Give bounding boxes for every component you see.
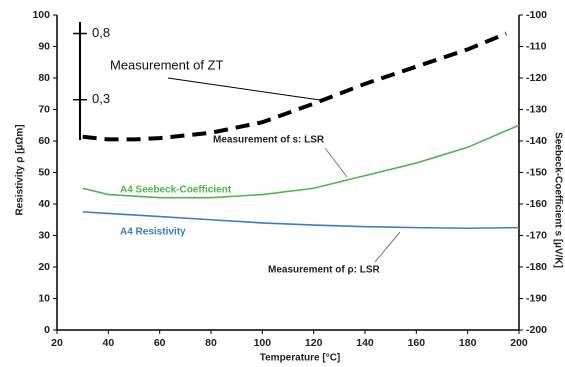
series-label: A4 Seebeck-Coefficient	[120, 185, 232, 196]
y-tick-label: 90	[38, 40, 50, 52]
y3-tick-label: 0,8	[92, 25, 110, 40]
y-tick-label: 30	[38, 229, 50, 241]
y-tick-label: 50	[38, 166, 50, 178]
y2-tick-label: -130	[526, 103, 547, 115]
x-tick-label: 100	[254, 337, 272, 349]
y2-tick-label: -140	[526, 135, 547, 147]
y-tick-label: 10	[38, 292, 50, 304]
y-axis-label: Resistivity ρ [µΩm]	[15, 124, 26, 215]
series-label: A4 Resistivity	[120, 227, 186, 238]
annotation: Measurement of ZT	[110, 57, 223, 72]
x-tick-label: 140	[356, 337, 374, 349]
y-tick-label: 60	[38, 135, 50, 147]
y2-tick-label: -120	[526, 72, 547, 84]
y2-tick-label: -200	[526, 324, 547, 336]
annotation: Measurement of s: LSR	[213, 135, 325, 146]
annotation-leader	[324, 147, 348, 178]
x-tick-label: 80	[205, 337, 217, 349]
annotation-leader	[374, 231, 401, 263]
y-tick-label: 100	[32, 9, 50, 21]
series-line	[82, 124, 520, 199]
x-tick-label: 120	[305, 337, 323, 349]
y2-tick-label: -160	[526, 198, 547, 210]
y3-tick-label: 0,3	[92, 91, 110, 106]
y2-tick-label: -110	[526, 40, 547, 52]
y-tick-label: 20	[38, 261, 50, 273]
y2-tick-label: -150	[526, 166, 547, 178]
x-tick-label: 20	[51, 337, 63, 349]
x-axis-label: Temperature [°C]	[260, 353, 341, 364]
series-line	[82, 211, 520, 230]
y2-tick-label: -180	[526, 261, 547, 273]
annotation: Measurement of ρ: LSR	[268, 265, 381, 276]
x-tick-label: 160	[408, 337, 426, 349]
y-tick-label: 40	[38, 198, 50, 210]
y-tick-label: 0	[44, 324, 50, 336]
x-tick-label: 180	[459, 337, 477, 349]
y-tick-label: 70	[38, 103, 50, 115]
annotation-leader	[167, 77, 321, 101]
y2-tick-label: -170	[526, 229, 547, 241]
zt-line	[82, 31, 507, 142]
y2-tick-label: -190	[526, 292, 547, 304]
x-tick-label: 40	[102, 337, 114, 349]
y2-axis-label: Seebeck-Coefficient s [µV/K]	[552, 132, 563, 268]
y-tick-label: 80	[38, 72, 50, 84]
x-tick-label: 200	[510, 337, 528, 349]
y2-tick-label: -100	[526, 9, 547, 21]
x-tick-label: 60	[154, 337, 166, 349]
